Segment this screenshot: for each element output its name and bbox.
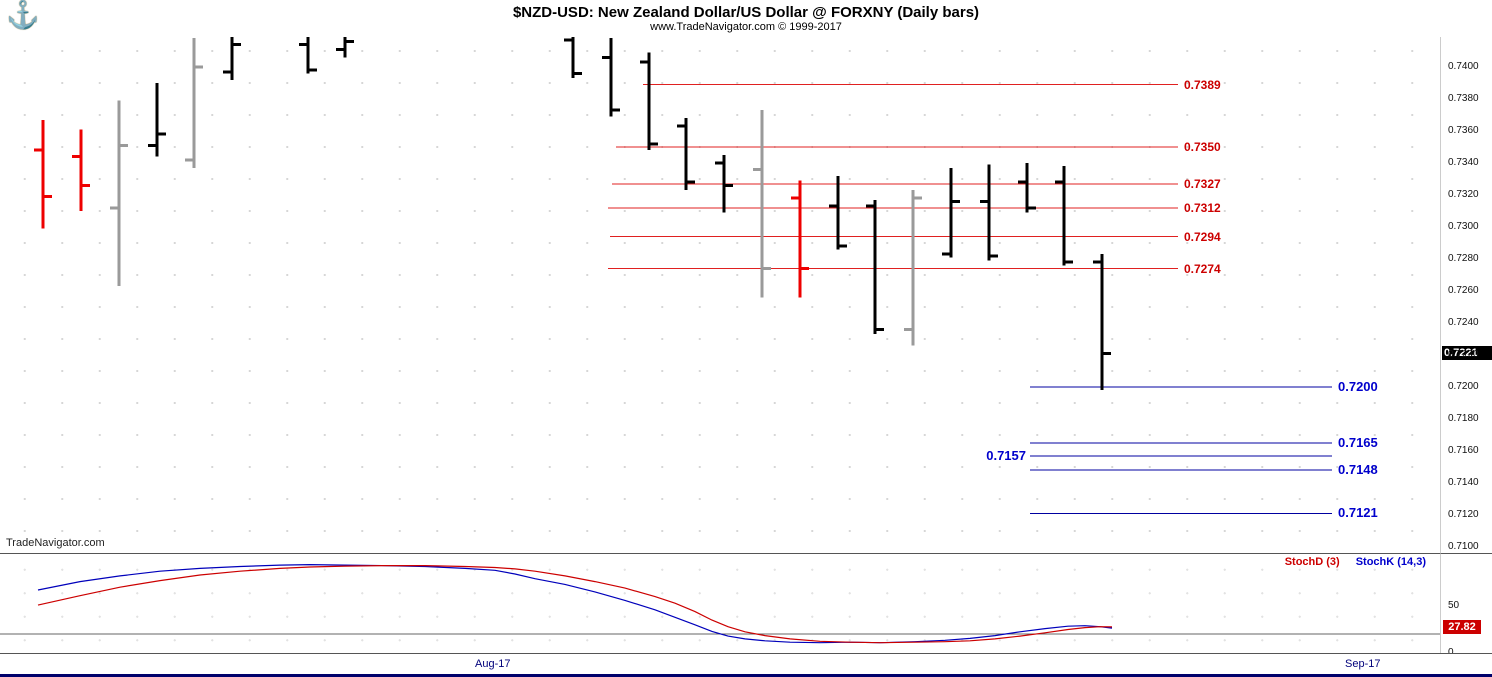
chart-header: ⚓ $NZD-USD: New Zealand Dollar/US Dollar… — [0, 0, 1492, 37]
stochk-line — [37, 563, 1113, 644]
resistance-price-label: 0.7294 — [1184, 229, 1221, 244]
resistance-price-label: 0.7389 — [1184, 77, 1221, 92]
price-tick-label: 0.7300 — [1448, 221, 1479, 232]
support-price-label: 0.7157 — [986, 447, 1026, 463]
anchor-icon: ⚓ — [6, 0, 40, 30]
price-chart-canvas[interactable]: TradeNavigator.com 0.7389 0.7350 0.7327 0.7… — [0, 37, 1440, 553]
resistance-price-label: 0.7312 — [1184, 200, 1221, 215]
resistance-price-label: 0.7327 — [1184, 176, 1221, 191]
price-tick-label: 0.7180 — [1448, 413, 1479, 424]
stochastic-panel[interactable]: StochD (3) StochK (14,3) — [0, 553, 1440, 653]
price-tick-label: 0.7240 — [1448, 317, 1479, 328]
date-axis-label: Aug-17 — [475, 658, 511, 670]
price-tick-label: 0.7140 — [1448, 477, 1479, 488]
date-axis[interactable]: Aug-17 Sep-17 — [0, 653, 1492, 677]
stochk-legend-label: StochK (14,3) — [1355, 556, 1426, 568]
price-tick-label: 0.7320 — [1448, 189, 1479, 200]
support-price-label: 0.7121 — [1338, 505, 1378, 521]
chart-subtitle: www.TradeNavigator.com © 1999-2017 — [650, 21, 842, 33]
price-tick-label: 0.7260 — [1448, 285, 1479, 296]
price-tick-label: 0.7220 — [1448, 349, 1479, 360]
stochd-line — [37, 565, 1113, 644]
price-axis[interactable]: 0.7221 0.7400 0.7380 0.7360 0.7340 0.7320 0.7… — [1440, 37, 1492, 553]
chart-title: $NZD-USD: New Zealand Dollar/US Dollar @… — [512, 4, 980, 21]
price-tick-label: 0.7280 — [1448, 253, 1479, 264]
resistance-price-label: 0.7274 — [1184, 261, 1221, 276]
price-tick-label: 0.7380 — [1448, 93, 1479, 104]
stoch-value-marker: 27.82 — [1443, 619, 1481, 634]
date-axis-label: Sep-17 — [1345, 658, 1381, 670]
price-tick-label: 0.7100 — [1448, 541, 1479, 552]
stoch-legend: StochD (3) StochK (14,3) — [1285, 556, 1426, 568]
stochastic-svg[interactable] — [0, 554, 1440, 653]
price-tick-label: 0.7400 — [1448, 61, 1479, 72]
price-tick-label: 0.7200 — [1448, 381, 1479, 392]
price-tick-label: 0.7360 — [1448, 125, 1479, 136]
stoch-tick-label: 50 — [1448, 600, 1460, 611]
stochd-legend-label: StochD (3) — [1284, 556, 1340, 568]
support-price-label: 0.7200 — [1338, 379, 1378, 394]
price-tick-label: 0.7340 — [1448, 157, 1479, 168]
support-price-label: 0.7148 — [1338, 462, 1378, 478]
price-tick-label: 0.7160 — [1448, 445, 1479, 456]
last-price-marker: 0.7221 — [1442, 346, 1492, 361]
support-price-label: 0.7165 — [1338, 435, 1378, 450]
stochastic-axis[interactable]: 27.82 50 0 — [1440, 553, 1492, 658]
price-tick-label: 0.7120 — [1448, 509, 1479, 520]
stoch-tick-label: 0 — [1448, 647, 1454, 659]
resistance-price-label: 0.7350 — [1184, 140, 1221, 154]
watermark: TradeNavigator.com — [6, 537, 105, 549]
price-chart-svg[interactable] — [0, 37, 1440, 553]
